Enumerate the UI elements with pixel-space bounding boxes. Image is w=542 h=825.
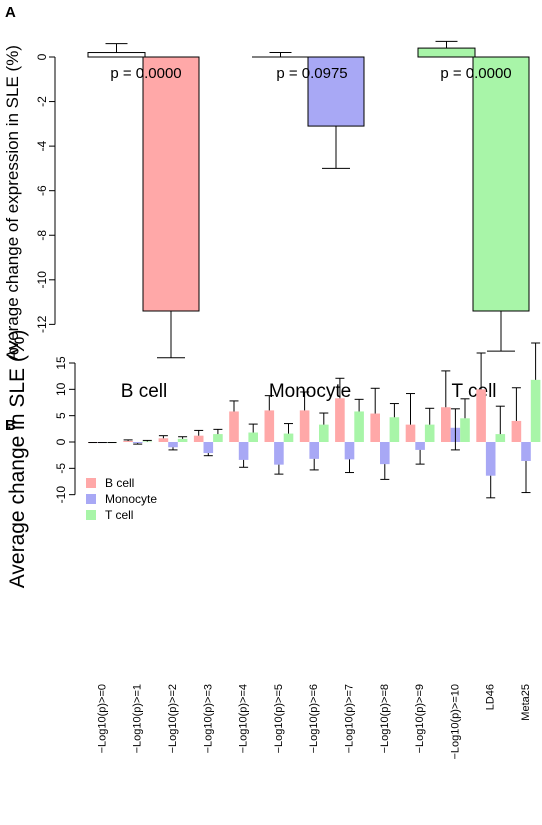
- panel-b-bar: [193, 435, 204, 442]
- panel-b-bar: [309, 442, 319, 459]
- panel-b-bar: [177, 438, 188, 442]
- panel-a-change-bar: [142, 56, 200, 312]
- panel-b-legend-swatch: [86, 494, 96, 504]
- panel-a-label: A: [5, 4, 16, 21]
- panel-b-bar: [168, 442, 178, 448]
- panel-a-y-axis: 0 -2 -4 -6 -8 -10 -12: [35, 53, 56, 333]
- panel-b-bar: [319, 424, 329, 442]
- panel-b-bar: [405, 424, 416, 442]
- panel-b-category-label: −Log10(p)>=6: [308, 684, 320, 753]
- panel-b-bar: [123, 440, 133, 442]
- panel-b-category-label: −Log10(p)>=5: [273, 684, 285, 753]
- panel-a-category-label: T cell: [451, 381, 496, 402]
- panel-a-y-tick-label: -12: [35, 315, 49, 333]
- panel-b-category-label: −Log10(p)>=1: [132, 684, 144, 753]
- panel-a-y-axis-label: Average change of expression in SLE (%): [3, 45, 22, 360]
- panel-b-bar: [370, 413, 380, 442]
- panel-b-bar: [203, 442, 214, 454]
- panel-b-bar: [415, 442, 425, 450]
- panel-b-error-bars: [88, 342, 541, 499]
- panel-b-category-label: Meta25: [520, 684, 532, 721]
- panel-b-category-label: −Log10(p)>=3: [202, 684, 214, 753]
- panel-b-bar: [521, 442, 531, 461]
- panel-b-bar: [274, 442, 284, 465]
- panel-b-category-label: −Log10(p)>=8: [379, 684, 391, 753]
- panel-b-legend-swatch: [86, 510, 96, 520]
- panel-b-bar: [530, 379, 541, 442]
- panel-b-category-label: −Log10(p)>=9: [414, 684, 426, 753]
- panel-b-bar: [248, 432, 258, 442]
- panel-a-annotations: p = 0.0000 p = 0.0975 p = 0.0000: [110, 65, 511, 82]
- panel-b-bar: [335, 398, 345, 442]
- panel-b-y-axis-label: Average change in SLE (%): [6, 329, 29, 588]
- panel-a-y-tick-label: -2: [35, 96, 49, 107]
- panel-a-y-tick-label: -10: [35, 271, 49, 289]
- panel-b-category-label: −Log10(p)>=0: [96, 684, 108, 753]
- panel-b-y-tick-label: 15: [54, 356, 68, 370]
- panel-b-legend-swatch: [86, 478, 96, 488]
- panel-b-category-label: LD46: [485, 684, 497, 710]
- panel-b-y-tick-label: -5: [54, 463, 68, 474]
- panel-a-bars: [87, 47, 530, 312]
- panel-b-bar: [229, 411, 239, 442]
- panel-b-category-labels: −Log10(p)>=0 −Log10(p)>=1 −Log10(p)>=2 −Log…: [96, 684, 532, 760]
- panel-b-bar: [389, 417, 400, 442]
- panel-a-y-tick-label: -4: [35, 140, 49, 151]
- panel-a-y-tick-label: -8: [35, 230, 49, 241]
- panel-b-bar: [511, 420, 522, 442]
- panel-a-p-value: p = 0.0000: [110, 65, 181, 82]
- panel-b-legend: B cell Monocyte T cell: [86, 476, 157, 522]
- panel-b-legend-label: T cell: [105, 508, 133, 522]
- panel-b-bar: [354, 411, 364, 442]
- panel-b-bar: [213, 434, 223, 442]
- panel-b-bars: [88, 379, 541, 476]
- panel-b: B Average change in SLE (%) -10-5051015 …: [5, 329, 541, 760]
- panel-b-y-tick-label: 10: [54, 382, 68, 396]
- panel-b-bar: [424, 424, 435, 442]
- panel-a-error-bars: [105, 40, 515, 359]
- panel-b-bar: [441, 407, 451, 442]
- panel-a-category-label: B cell: [121, 381, 167, 402]
- panel-b-label: B: [5, 417, 16, 434]
- panel-b-bar: [495, 434, 506, 442]
- panel-b-y-tick-label: 0: [54, 438, 68, 445]
- panel-b-bar: [344, 442, 355, 460]
- panel-a-p-value: p = 0.0975: [276, 65, 347, 82]
- panel-b-category-label: −Log10(p)>=2: [167, 684, 179, 753]
- panel-b-bar: [158, 438, 169, 442]
- panel-b-legend-label: Monocyte: [105, 492, 157, 506]
- panel-b-category-label: −Log10(p)>=7: [344, 684, 356, 753]
- panel-a-ref-bar: [87, 52, 146, 58]
- panel-b-bar: [264, 410, 275, 442]
- panel-b-bar: [299, 410, 310, 442]
- panel-a: A Average change of expression in SLE (%…: [3, 4, 530, 402]
- panel-b-bar: [283, 433, 294, 442]
- panel-b-bar: [132, 442, 143, 444]
- panel-b-y-tick-label: -10: [54, 486, 68, 504]
- panel-a-category-label: Monocyte: [269, 381, 351, 402]
- panel-b-y-axis: -10 -5 0 5 10 15: [54, 356, 76, 504]
- panel-a-y-tick-label: -6: [35, 185, 49, 196]
- panel-b-bar: [142, 441, 153, 443]
- panel-b-legend-label: B cell: [105, 476, 134, 490]
- panel-a-p-value: p = 0.0000: [440, 65, 511, 82]
- panel-b-bar: [460, 418, 470, 442]
- panel-b-bar: [380, 442, 390, 465]
- panel-b-bar: [476, 389, 486, 442]
- panel-b-bar: [238, 442, 249, 460]
- panel-b-category-label: −Log10(p)>=4: [238, 684, 250, 753]
- panel-b-bar: [485, 442, 496, 476]
- panel-b-y-tick-label: 5: [54, 412, 68, 419]
- panel-a-y-tick-label: 0: [35, 53, 49, 60]
- panel-a-ref-bar: [417, 47, 476, 58]
- panel-a-change-bar: [307, 56, 365, 127]
- panel-b-category-label: −Log10(p)>=10: [449, 684, 461, 760]
- panel-a-change-bar: [472, 56, 530, 312]
